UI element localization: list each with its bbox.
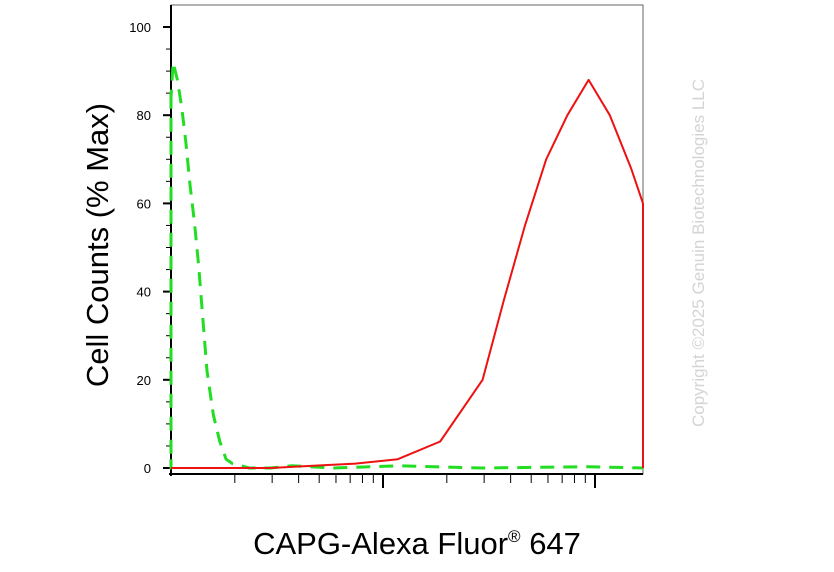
y-tick-label: 20 bbox=[137, 373, 151, 388]
x-axis-label-registered-mark: ® bbox=[508, 527, 521, 546]
control-histogram-line bbox=[169, 60, 644, 470]
x-axis-label-main: CAPG-Alexa Fluor bbox=[253, 526, 508, 561]
y-tick-label: 60 bbox=[137, 196, 151, 211]
y-axis-label: Cell Counts (% Max) bbox=[80, 103, 115, 387]
x-axis-label-suffix: 647 bbox=[521, 526, 581, 561]
y-tick-label: 40 bbox=[137, 285, 151, 300]
y-axis-ticks: 0 20 40 60 80 100 bbox=[129, 20, 171, 476]
plot-area bbox=[170, 4, 644, 475]
y-tick-label: 80 bbox=[137, 108, 151, 123]
y-tick-label: 100 bbox=[129, 20, 151, 35]
series-layer bbox=[169, 60, 644, 470]
x-axis-ticks bbox=[234, 474, 596, 488]
copyright-watermark: Copyright ©2025 Genuin Biotechnologies L… bbox=[689, 79, 708, 427]
x-axis-label: CAPG-Alexa Fluor® 647 bbox=[253, 526, 581, 561]
stained-histogram-line bbox=[171, 78, 644, 469]
y-tick-label: 0 bbox=[144, 461, 151, 476]
